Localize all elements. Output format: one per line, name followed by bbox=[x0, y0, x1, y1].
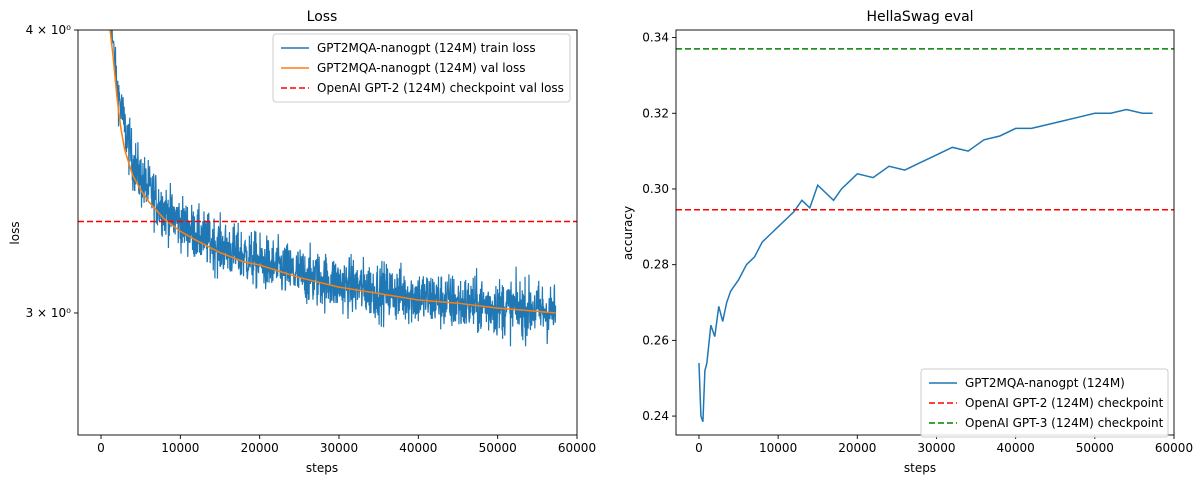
loss-chart-ylabel: loss bbox=[8, 221, 22, 244]
hellaswag-chart: HellaSwag eval steps accuracy 0 10000 2000… bbox=[621, 9, 1193, 475]
loss-legend-label: OpenAI GPT-2 (124M) checkpoint val loss bbox=[317, 81, 564, 95]
loss-xtick-label: 0 bbox=[97, 441, 105, 455]
hellaswag-ytick-label: 0.34 bbox=[642, 31, 669, 45]
hellaswag-xtick-label: 20000 bbox=[838, 441, 876, 455]
hellaswag-ytick-label: 0.24 bbox=[642, 409, 669, 423]
hellaswag-xtick-label: 40000 bbox=[997, 441, 1035, 455]
hellaswag-ytick-label: 0.30 bbox=[642, 182, 669, 196]
loss-y-ticks: 3 × 10⁰ 4 × 10⁰ bbox=[26, 23, 78, 320]
hellaswag-xtick-label: 60000 bbox=[1155, 441, 1193, 455]
hellaswag-legend-box bbox=[920, 368, 1169, 438]
hellaswag-xtick-label: 50000 bbox=[1076, 441, 1114, 455]
loss-legend-label: GPT2MQA-nanogpt (124M) val loss bbox=[317, 61, 525, 75]
loss-xtick-label: 10000 bbox=[161, 441, 199, 455]
hellaswag-legend-label: OpenAI GPT-2 (124M) checkpoint bbox=[965, 396, 1164, 410]
hellaswag-xtick-label: 30000 bbox=[917, 441, 955, 455]
hellaswag-xtick-label: 10000 bbox=[759, 441, 797, 455]
loss-series-1 bbox=[109, 30, 556, 314]
hellaswag-ytick-label: 0.28 bbox=[642, 258, 669, 272]
loss-chart-xlabel: steps bbox=[306, 461, 338, 475]
loss-legend: GPT2MQA-nanogpt (124M) train loss GPT2MQA… bbox=[272, 33, 571, 103]
hellaswag-legend: GPT2MQA-nanogpt (124M) OpenAI GPT-2 (124M… bbox=[920, 368, 1169, 438]
loss-xtick-label: 20000 bbox=[241, 441, 279, 455]
hellaswag-series-0 bbox=[698, 108, 1153, 422]
loss-chart: Loss steps loss 0 10000 20000 30000 40000 500… bbox=[8, 9, 596, 475]
loss-ytick-label: 4 × 10⁰ bbox=[26, 23, 72, 37]
loss-xtick-label: 30000 bbox=[320, 441, 358, 455]
loss-plot-area bbox=[77, 29, 578, 436]
loss-series-0 bbox=[110, 30, 557, 347]
hellaswag-x-ticks: 0 10000 20000 30000 40000 50000 60000 bbox=[695, 435, 1193, 455]
hellaswag-chart-ylabel: accuracy bbox=[621, 206, 635, 260]
hellaswag-ytick-label: 0.26 bbox=[642, 333, 669, 347]
hellaswag-ytick-label: 0.32 bbox=[642, 106, 669, 120]
hellaswag-chart-title: HellaSwag eval bbox=[866, 9, 973, 25]
hellaswag-legend-label: OpenAI GPT-3 (124M) checkpoint bbox=[965, 416, 1164, 430]
loss-legend-label: GPT2MQA-nanogpt (124M) train loss bbox=[317, 41, 536, 55]
hellaswag-xtick-label: 0 bbox=[695, 441, 703, 455]
loss-x-ticks: 0 10000 20000 30000 40000 50000 60000 bbox=[97, 435, 596, 455]
loss-xtick-label: 40000 bbox=[399, 441, 437, 455]
loss-chart-title: Loss bbox=[307, 9, 338, 25]
hellaswag-y-ticks: 0.24 0.26 0.28 0.30 0.32 0.34 bbox=[642, 31, 676, 423]
loss-xtick-label: 50000 bbox=[479, 441, 517, 455]
loss-xtick-label: 60000 bbox=[558, 441, 596, 455]
hellaswag-legend-label: GPT2MQA-nanogpt (124M) bbox=[965, 376, 1125, 390]
loss-axes-frame bbox=[77, 29, 578, 436]
loss-ytick-label: 3 × 10⁰ bbox=[26, 306, 72, 320]
hellaswag-chart-xlabel: steps bbox=[904, 461, 936, 475]
loss-legend-box bbox=[272, 33, 571, 103]
